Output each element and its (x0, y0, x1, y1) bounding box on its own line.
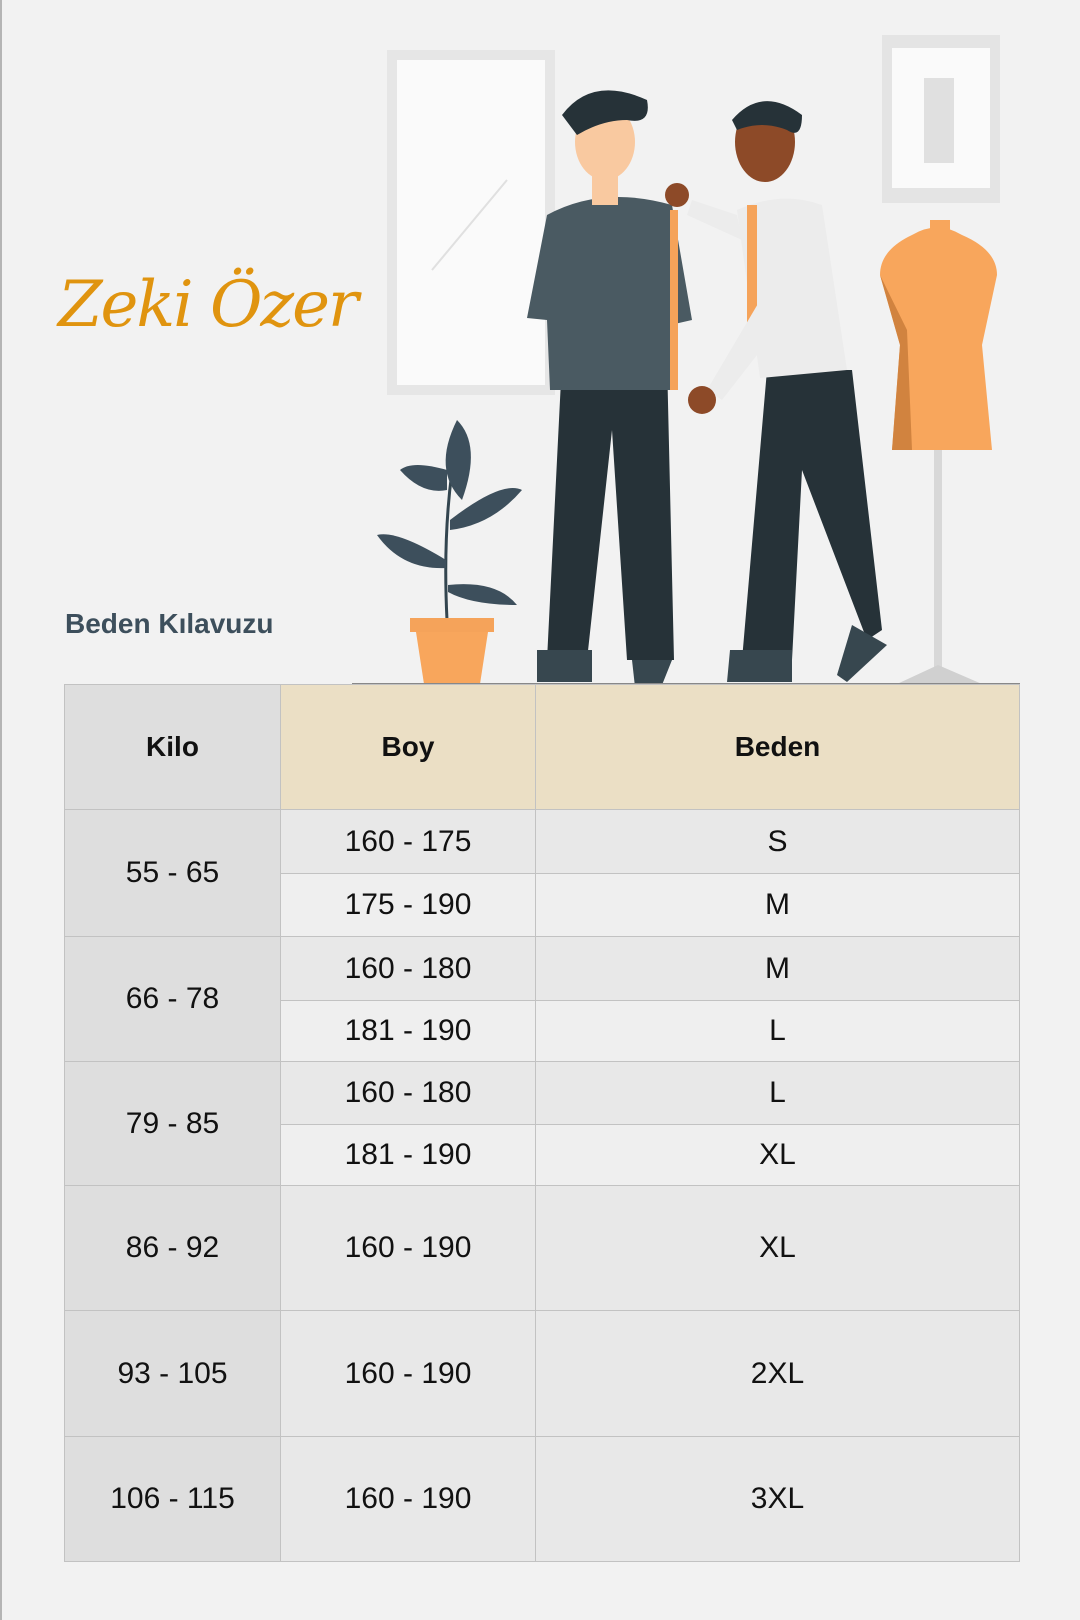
table-header-row: Kilo Boy Beden (64, 684, 1020, 810)
table-row: 181 - 190 L (65, 1000, 1020, 1062)
cell-kilo: 55 - 65 (64, 809, 281, 937)
cell-boy: 181 - 190 (280, 1124, 536, 1186)
cell-beden: L (535, 1061, 1020, 1125)
table-row: 175 - 190 M (65, 873, 1020, 937)
cell-beden: XL (535, 1185, 1020, 1311)
wall-frame (882, 35, 1000, 203)
mannequin (880, 220, 997, 684)
cell-boy: 160 - 180 (280, 1061, 536, 1125)
tailor-figure (665, 101, 887, 682)
cell-kilo: 93 - 105 (64, 1310, 281, 1437)
table-row: 86 - 92 160 - 190 XL (64, 1185, 1020, 1311)
cell-beden: L (535, 1000, 1020, 1062)
cell-boy: 160 - 190 (280, 1310, 536, 1437)
table-row: 181 - 190 XL (65, 1124, 1020, 1186)
header-kilo: Kilo (64, 684, 281, 810)
cell-beden: 2XL (535, 1310, 1020, 1437)
header-beden: Beden (535, 684, 1020, 810)
table-row: 79 - 85 160 - 180 L (64, 1061, 1020, 1186)
cell-boy: 160 - 180 (280, 936, 536, 1001)
brand-logo: Zeki Özer (58, 268, 359, 342)
cell-boy: 160 - 175 (280, 809, 536, 874)
tailor-measuring-illustration (352, 35, 1020, 710)
cell-kilo: 106 - 115 (64, 1436, 281, 1562)
cell-boy: 175 - 190 (280, 873, 536, 937)
header-boy: Boy (280, 684, 536, 810)
customer-figure (527, 90, 692, 710)
table-row: 93 - 105 160 - 190 2XL (64, 1310, 1020, 1437)
cell-kilo: 86 - 92 (64, 1185, 281, 1311)
cell-boy: 160 - 190 (280, 1185, 536, 1311)
plant (377, 420, 522, 684)
page-title: Beden Kılavuzu (65, 608, 274, 639)
cell-beden: 3XL (535, 1436, 1020, 1562)
cell-boy: 181 - 190 (280, 1000, 536, 1062)
cell-boy: 160 - 190 (280, 1436, 536, 1562)
size-chart-table: Kilo Boy Beden 55 - 65 160 - 175 S 175 - 19… (64, 684, 1020, 1562)
table-row: 55 - 65 160 - 175 S (64, 809, 1020, 937)
cell-beden: M (535, 873, 1020, 937)
cell-beden: M (535, 936, 1020, 1001)
cell-kilo: 79 - 85 (64, 1061, 281, 1186)
cell-beden: XL (535, 1124, 1020, 1186)
mirror (387, 50, 555, 395)
cell-beden: S (535, 809, 1020, 874)
table-row: 106 - 115 160 - 190 3XL (64, 1436, 1020, 1562)
table-row: 66 - 78 160 - 180 M (64, 936, 1020, 1062)
cell-kilo: 66 - 78 (64, 936, 281, 1062)
